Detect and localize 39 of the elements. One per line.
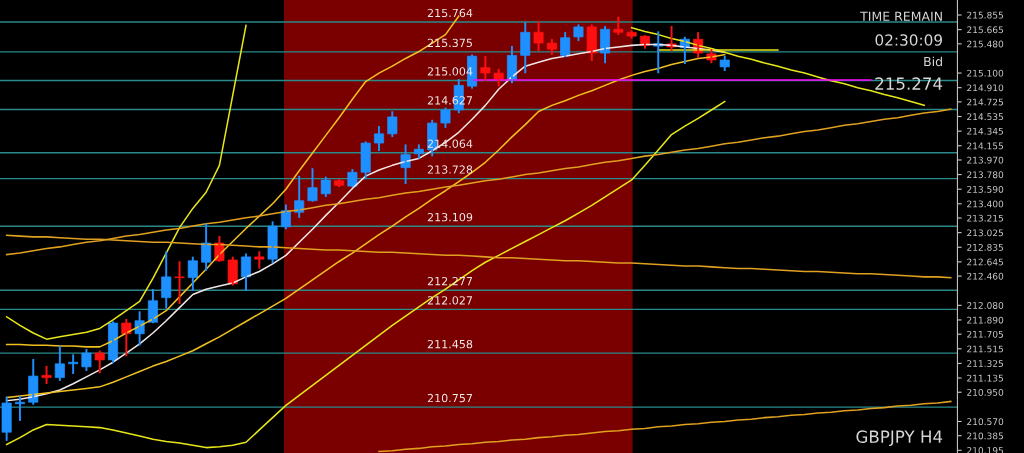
y-tick-label: 215.100 bbox=[967, 69, 1004, 77]
y-tick-label: 214.155 bbox=[967, 142, 1004, 150]
y-tick-label: 210.385 bbox=[967, 432, 1004, 440]
ref-line-label: 213.109 bbox=[427, 212, 473, 222]
y-tick-label: 211.705 bbox=[967, 330, 1004, 338]
y-tick-label: 213.590 bbox=[967, 185, 1004, 193]
y-tick-label: 210.570 bbox=[967, 418, 1004, 426]
y-tick-label: 213.970 bbox=[967, 156, 1004, 164]
ref-line-label: 210.757 bbox=[427, 393, 473, 403]
y-tick-label: 211.890 bbox=[967, 316, 1004, 324]
y-tick-label: 214.345 bbox=[967, 127, 1004, 135]
y-tick-label: 212.835 bbox=[967, 244, 1004, 251]
y-tick-label: 215.855 bbox=[967, 11, 1004, 19]
ref-line-label: 211.458 bbox=[427, 339, 473, 349]
y-tick-label: 211.515 bbox=[967, 345, 1004, 353]
annotation: TIME REMAIN bbox=[860, 11, 942, 21]
y-tick-label: 215.665 bbox=[967, 26, 1004, 34]
y-tick-label: 215.480 bbox=[967, 40, 1004, 48]
y-tick-label: 213.400 bbox=[967, 200, 1004, 208]
y-tick-label: 212.460 bbox=[967, 272, 1004, 280]
y-tick-label: 211.135 bbox=[967, 374, 1004, 382]
y-tick-label: 213.780 bbox=[967, 171, 1004, 179]
y-tick-label: 210.950 bbox=[967, 388, 1004, 396]
y-tick-label: 212.080 bbox=[967, 302, 1004, 309]
y-tick-label: 210.195 bbox=[967, 447, 1004, 453]
y-tick-label: 213.215 bbox=[967, 214, 1004, 222]
annotation: GBPJPY H4 bbox=[856, 430, 943, 447]
ref-line-label: 215.764 bbox=[427, 8, 473, 18]
y-tick-label: 213.025 bbox=[967, 229, 1004, 237]
annotation: 215.274 bbox=[875, 77, 943, 90]
y-tick-label: 214.535 bbox=[967, 113, 1004, 121]
annotation: 02:30:09 bbox=[875, 34, 942, 46]
y-tick-label: 214.910 bbox=[967, 84, 1004, 92]
ref-line-label: 213.728 bbox=[427, 165, 473, 174]
annotation: Bid bbox=[924, 56, 942, 67]
y-tick-label: 214.725 bbox=[967, 98, 1004, 106]
ref-line-label: 212.027 bbox=[427, 296, 473, 305]
y-tick-label: 211.325 bbox=[967, 360, 1004, 367]
y-tick-label: 212.645 bbox=[967, 258, 1004, 266]
